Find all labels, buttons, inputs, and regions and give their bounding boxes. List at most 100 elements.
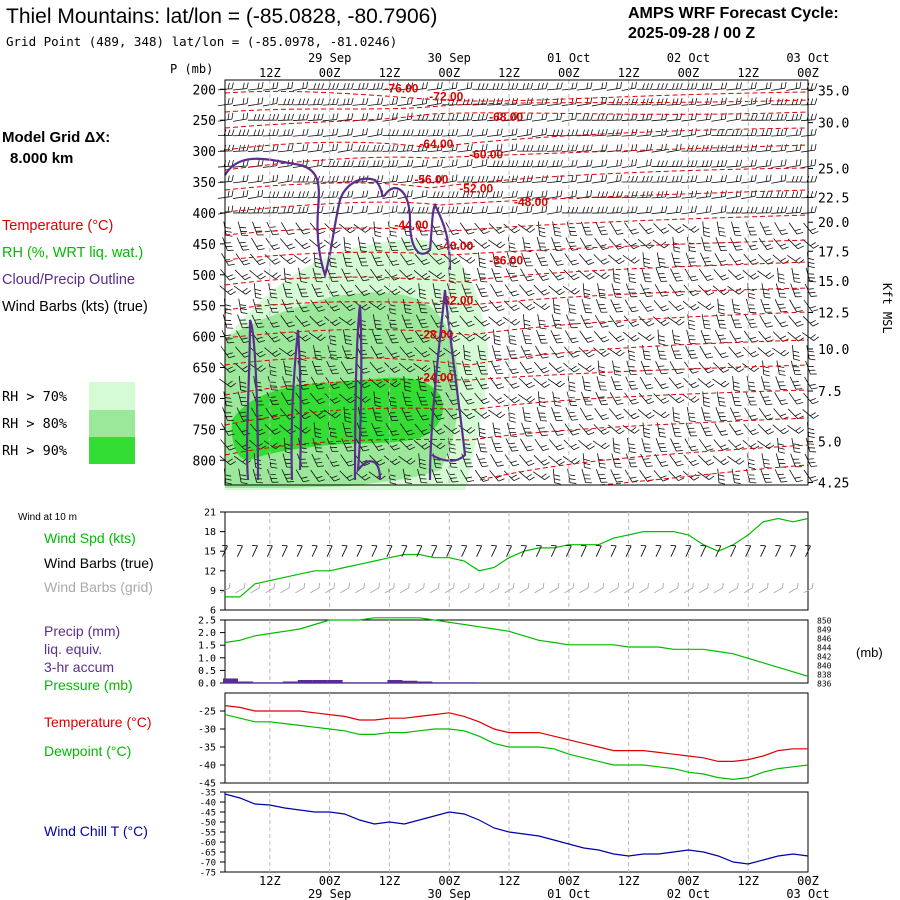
wind-barb xyxy=(400,423,415,436)
wind-barb xyxy=(548,362,565,373)
wind-barb xyxy=(277,98,295,106)
wind-barb xyxy=(537,221,546,238)
wind-barb xyxy=(516,160,534,168)
wind-barb xyxy=(789,469,803,483)
wind-barb xyxy=(262,129,279,137)
wind-barb xyxy=(457,113,474,121)
wind-barb xyxy=(397,159,414,168)
wind-barb xyxy=(621,206,638,214)
wind-barb xyxy=(651,143,667,153)
wind-barb xyxy=(726,144,743,152)
wind-barb xyxy=(580,314,594,328)
wind-barb xyxy=(546,205,563,215)
wind-barb xyxy=(531,112,548,122)
wind-barb xyxy=(652,239,670,249)
wind-barb xyxy=(247,129,265,137)
wind-barb xyxy=(491,345,503,360)
temp-dewpoint-frame xyxy=(224,692,809,784)
wind-barb xyxy=(397,97,413,107)
wind-barb xyxy=(731,391,742,406)
wind-barb xyxy=(726,129,743,137)
wind-barb xyxy=(564,346,580,358)
wind-barb xyxy=(591,144,608,153)
wind-barb xyxy=(777,267,785,284)
wind-barb xyxy=(612,437,621,454)
wind-barb xyxy=(787,408,804,420)
height-axis-title: Kft MSL xyxy=(880,283,894,334)
wind-barb xyxy=(696,97,713,106)
wind-barb xyxy=(760,469,772,483)
wind-barb xyxy=(625,453,638,468)
isotherm-label: -60.00 xyxy=(469,148,503,162)
wind-barb xyxy=(606,98,624,106)
wind-barb xyxy=(217,175,234,184)
y-tick-label: 6 xyxy=(210,606,216,617)
wind-barb xyxy=(610,469,623,483)
wind-barb xyxy=(397,144,414,152)
wind-barb xyxy=(252,221,264,236)
wind-barb xyxy=(552,221,562,237)
wind-barb xyxy=(279,238,296,250)
wind-barb xyxy=(292,175,310,183)
wind-barb xyxy=(803,299,819,312)
wind-barb xyxy=(745,221,757,236)
wind-barb xyxy=(791,267,801,283)
forecast-cycle-value: 2025-09-28 / 00 Z xyxy=(628,25,755,42)
wind-barb xyxy=(502,160,519,168)
temperature-line xyxy=(224,705,808,762)
wind-barb xyxy=(549,439,565,451)
wind-barb xyxy=(682,394,700,403)
wind-barb xyxy=(730,314,742,329)
wind-barb xyxy=(741,189,757,200)
wind-barb-grid xyxy=(639,582,649,594)
wind-barb xyxy=(698,284,715,296)
wind-barb xyxy=(777,437,785,454)
wind-barb xyxy=(681,205,697,215)
y-tick-label: -45 xyxy=(198,779,216,790)
wind-barb-grid xyxy=(235,582,246,594)
wind-barb xyxy=(800,175,818,183)
wind-barb-grid xyxy=(354,582,365,594)
wind-barb xyxy=(683,284,699,296)
pressure-tick-label: 500 xyxy=(193,269,216,284)
wind-barb xyxy=(521,252,533,267)
wind-barb xyxy=(357,406,368,423)
isotherm-label: -52.00 xyxy=(459,182,493,196)
wind-barb xyxy=(427,174,443,184)
wind-barb xyxy=(786,113,803,121)
wind-barb xyxy=(580,221,593,236)
wind-barb xyxy=(657,329,666,346)
time-label-bottom: 00Z xyxy=(797,874,819,888)
wind-barb xyxy=(713,269,729,281)
wind-barb xyxy=(671,422,682,437)
height-tick-label: 5.0 xyxy=(818,436,841,451)
wind-barb xyxy=(533,284,550,296)
wind-barb xyxy=(280,315,295,328)
wind-barb xyxy=(232,112,249,122)
wind-barb xyxy=(460,299,474,313)
wind-barb xyxy=(430,221,444,236)
wind-barb xyxy=(402,391,413,406)
height-tick-label: 20.0 xyxy=(818,216,849,231)
wind-barb xyxy=(342,252,353,267)
wind-barb xyxy=(427,82,443,91)
wind-barb-grid xyxy=(340,582,350,594)
wind-barb xyxy=(397,206,414,214)
wind-barb xyxy=(596,376,607,391)
wind-barb xyxy=(717,298,726,315)
wind-barb xyxy=(234,269,251,281)
wind-barb xyxy=(262,174,279,184)
wind-barb xyxy=(591,174,608,184)
wind-barb xyxy=(606,128,623,137)
wind-barb xyxy=(322,128,339,137)
wind-barb xyxy=(623,238,640,250)
wind-barb xyxy=(756,97,772,107)
wind-barb xyxy=(597,360,606,377)
wind-barb xyxy=(369,455,386,466)
wind-barb-true xyxy=(326,545,333,557)
wind-barb-grid xyxy=(519,582,530,594)
wind-barb xyxy=(398,362,416,373)
wind-barb xyxy=(638,392,655,405)
wind-barb-true xyxy=(655,545,662,557)
wind-barb xyxy=(413,269,431,280)
